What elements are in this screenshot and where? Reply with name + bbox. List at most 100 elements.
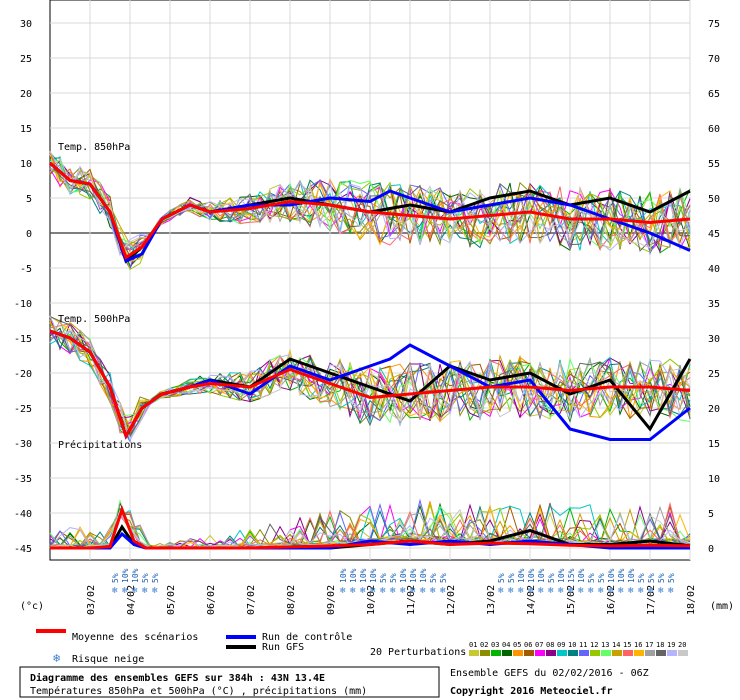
panel-label-precip: Précipitations	[58, 439, 142, 451]
snowflake-icon: ❄	[440, 586, 446, 596]
snowflake-icon: ❄	[558, 586, 564, 596]
left-tick-label: 25	[20, 54, 32, 65]
perturbation-number: 19	[667, 641, 675, 649]
perturbation-swatch	[491, 650, 501, 656]
perturbation-swatch	[557, 650, 567, 656]
perturbation-legend: 01 02 03 04 05 06 07 08 09 10 11 12 13 14 15 16 17 18 19 20	[469, 641, 688, 656]
perturbation-number: 18	[656, 641, 664, 649]
perturbation-number: 05	[513, 641, 521, 649]
snowflake-icon: ❄	[430, 586, 436, 596]
right-unit: (mm)	[710, 601, 734, 612]
left-tick-label: -20	[14, 369, 32, 380]
perturbation-number: 10	[568, 641, 576, 649]
snow-risk-label: 10%	[131, 568, 140, 583]
right-tick-label: 35	[708, 299, 720, 310]
perturbation-swatch	[634, 650, 644, 656]
perturbation-number: 11	[579, 641, 587, 649]
snowflake-icon: ❄	[628, 586, 634, 596]
series-line-t850	[49, 161, 691, 260]
right-tick-label: 10	[708, 474, 720, 485]
snow-risk-label: 15%	[567, 568, 576, 583]
snow-risk-label: 10%	[627, 568, 636, 583]
perturbation-number: 04	[502, 641, 510, 649]
perturbation-swatch	[667, 650, 677, 656]
snow-risk-label: 5%	[587, 573, 596, 583]
snow-risk-label: 10%	[537, 568, 546, 583]
snow-risk-label: 5%	[657, 573, 666, 583]
footer-subtitle: Températures 850hPa et 500hPa (°C) , pré…	[30, 685, 367, 697]
snow-risk-label: 5%	[389, 573, 398, 583]
right-tick-label: 40	[708, 264, 720, 275]
legend-perturbations-label: 20 Perturbations	[370, 647, 466, 658]
snowflake-icon: ❄	[668, 586, 674, 596]
series-lines	[49, 161, 692, 550]
perturbation-swatch	[623, 650, 633, 656]
perturbation-swatch	[601, 650, 611, 656]
x-tick-label: 08/02	[286, 585, 297, 615]
perturbation-number: 09	[557, 641, 565, 649]
footer-run-info: Ensemble GEFS du 02/02/2016 - 06Z	[450, 668, 649, 679]
perturbation-swatch	[579, 650, 589, 656]
snow-risk-label: 10%	[349, 568, 358, 583]
snow-risk-label: 5%	[141, 573, 150, 583]
snow-risk-label: 10%	[409, 568, 418, 583]
right-tick-label: 45	[708, 229, 720, 240]
snow-risk-label: 10%	[121, 568, 130, 583]
snowflake-icon: ❄	[370, 586, 376, 596]
snow-risk-label: 5%	[497, 573, 506, 583]
series-line-precip	[50, 504, 691, 550]
snowflake-icon: ❄	[648, 586, 654, 596]
snowflake-icon: ❄	[618, 586, 624, 596]
x-tick-label: 09/02	[326, 585, 337, 615]
snowflake-icon: ❄	[112, 586, 118, 596]
snow-risk-label: 5%	[439, 573, 448, 583]
snowflake-icon: ❄	[122, 586, 128, 596]
x-tick-label: 18/02	[686, 585, 697, 615]
snowflake-icon: ❄	[390, 586, 396, 596]
perturbation-swatch	[513, 650, 523, 656]
snow-risk-label: 5%	[667, 573, 676, 583]
snow-risk-label: 10%	[607, 568, 616, 583]
snowflake-icon: ❄	[132, 586, 138, 596]
snowflake-icon: ❄	[658, 586, 664, 596]
snowflake-icon: ❄	[410, 586, 416, 596]
snowflake-icon: ❄	[380, 586, 386, 596]
x-axis: 03/02 04/02 05/02 06/02 07/02 08/02 09/02 10/02…	[86, 585, 697, 615]
right-tick-label: 50	[708, 194, 720, 205]
perturbation-swatch	[535, 650, 545, 656]
left-axis: 30 25 20 15 10 5 0 -5 -10 -15 -20 -25 -30 -35 -40 -45	[14, 19, 32, 555]
left-tick-label: -40	[14, 509, 32, 520]
perturbation-swatch	[656, 650, 666, 656]
left-tick-label: 30	[20, 19, 32, 30]
snow-risk-label: 5%	[507, 573, 516, 583]
x-tick-label: 14/02	[526, 585, 537, 615]
snowflake-icon: ❄	[568, 586, 574, 596]
perturbation-number: 12	[590, 641, 598, 649]
x-tick-label: 07/02	[246, 585, 257, 615]
right-tick-label: 55	[708, 159, 720, 170]
snowflake-icon: ❄	[598, 586, 604, 596]
snowflake-icon: ❄	[53, 651, 60, 665]
perturbation-swatch	[546, 650, 556, 656]
snow-risk-label: 10%	[577, 568, 586, 583]
snow-risk-label: 10%	[527, 568, 536, 583]
left-tick-label: 10	[20, 159, 32, 170]
x-tick-label: 13/02	[486, 585, 497, 615]
legend-mean-label: Moyenne des scénarios	[72, 631, 198, 643]
snowflake-icon: ❄	[578, 586, 584, 596]
legend-gfs-label: Run GFS	[262, 642, 304, 653]
left-tick-label: -30	[14, 439, 32, 450]
x-tick-label: 15/02	[566, 585, 577, 615]
snow-risk-label: 10%	[339, 568, 348, 583]
snow-risk-label: 5%	[637, 573, 646, 583]
snowflake-icon: ❄	[528, 586, 534, 596]
perturbation-swatch	[678, 650, 688, 656]
snowflake-icon: ❄	[420, 586, 426, 596]
snowflake-icon: ❄	[638, 586, 644, 596]
perturbation-number: 07	[535, 641, 543, 649]
left-tick-label: 20	[20, 89, 32, 100]
right-tick-label: 30	[708, 334, 720, 345]
x-tick-label: 17/02	[646, 585, 657, 615]
perturbation-swatch	[568, 650, 578, 656]
